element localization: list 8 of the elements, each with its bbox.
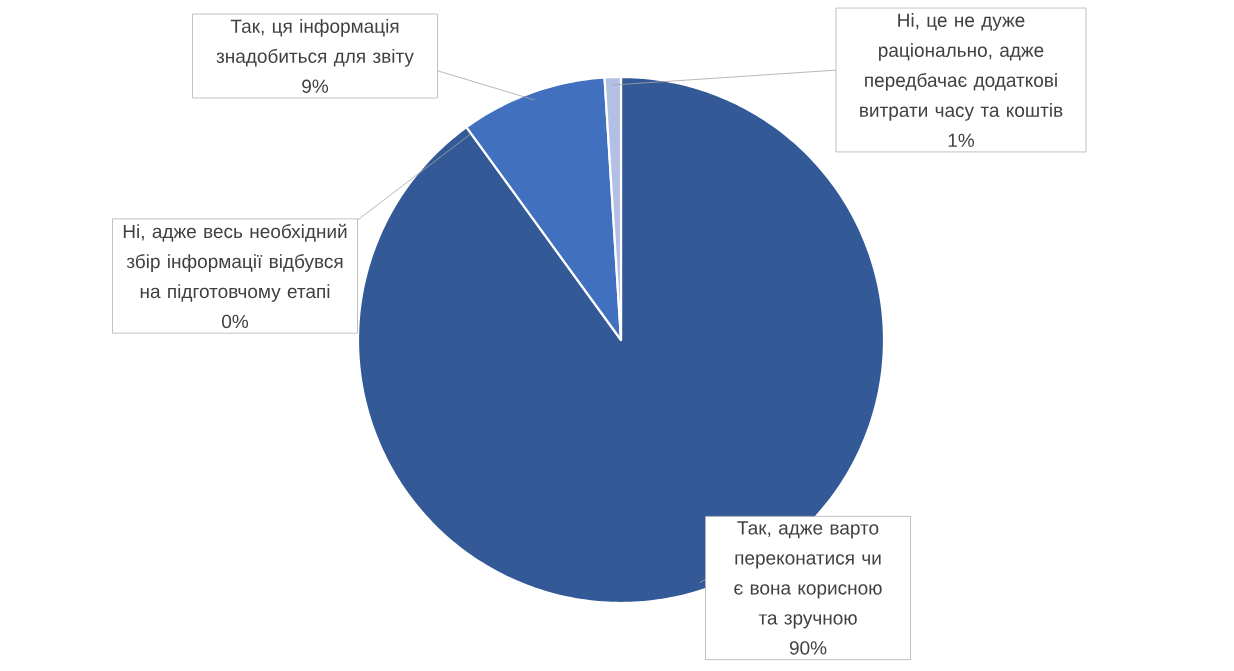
category-label: Ні, адже весь необхідний збір інформації відбувся на підготовчому етапі bbox=[123, 223, 347, 302]
text: 0% bbox=[222, 314, 249, 329]
data-label: 90% bbox=[789, 641, 827, 655]
data-label: 1% bbox=[948, 133, 975, 147]
data-label: 9% bbox=[302, 79, 329, 93]
slice-label: Так, ця інформація знадобиться для звіту bbox=[216, 19, 414, 67]
slice-label: Ні, це не дуже раціонально, адже передбачає додаткові витрати часу та коштів bbox=[860, 13, 1063, 121]
slice-label: Так, адже варто переконатися чи є вона корисною та зручною bbox=[734, 521, 882, 629]
